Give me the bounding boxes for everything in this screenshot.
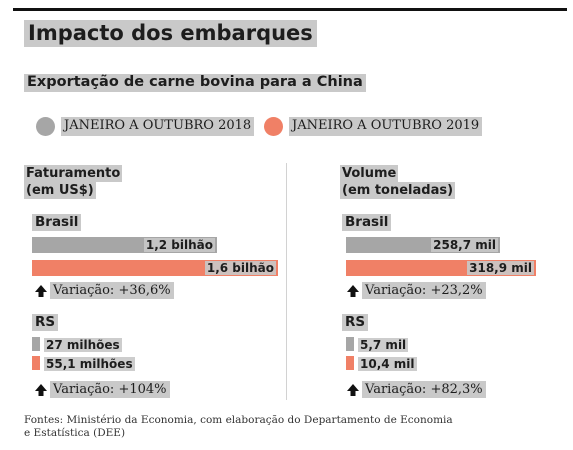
region-label-rs-faturamento: RS xyxy=(32,314,59,331)
legend-label-2018: JANEIRO A OUTUBRO 2018 xyxy=(61,117,255,136)
legend-swatch-2019 xyxy=(264,117,283,136)
panel-unit-faturamento: (em US$) xyxy=(24,182,96,199)
bar-label-faturamento-rs-2019: 55,1 milhões xyxy=(44,357,135,371)
legend-swatch-2018 xyxy=(36,117,55,136)
panel-title-faturamento: Faturamento xyxy=(24,165,123,182)
panel-heading-volume: Volume (em toneladas) xyxy=(340,165,456,199)
variation-faturamento-rs: Variação: +104% xyxy=(34,381,170,398)
panel-unit-volume: (em toneladas) xyxy=(340,182,456,199)
legend-item-2019: JANEIRO A OUTUBRO 2019 xyxy=(264,117,483,136)
bar-faturamento-rs-2018 xyxy=(32,337,40,351)
top-rule xyxy=(13,8,567,11)
bar-label-faturamento-brasil-2019: 1,6 bilhão xyxy=(204,261,276,275)
bar-label-faturamento-rs-2018: 27 milhões xyxy=(44,338,122,352)
legend-label-2019: JANEIRO A OUTUBRO 2019 xyxy=(289,117,483,136)
bar-volume-rs-2019 xyxy=(346,356,354,370)
arrow-up-icon xyxy=(347,284,359,297)
arrow-up-icon xyxy=(35,383,47,396)
chart-title: Impacto dos embarques xyxy=(24,20,317,48)
bar-label-faturamento-brasil-2018: 1,2 bilhão xyxy=(143,238,215,252)
region-label-brasil-volume: Brasil xyxy=(342,214,392,231)
panel-title-volume: Volume xyxy=(340,165,399,182)
bar-label-volume-rs-2019: 10,4 mil xyxy=(358,357,417,371)
variation-text: Variação: +36,6% xyxy=(50,282,174,299)
variation-text: Variação: +104% xyxy=(50,381,170,398)
variation-volume-rs: Variação: +82,3% xyxy=(346,381,486,398)
bar-label-volume-brasil-2019: 318,9 mil xyxy=(467,261,534,275)
source-note: Fontes: Ministério da Economia, com elab… xyxy=(24,414,453,439)
bar-volume-rs-2018 xyxy=(346,337,354,351)
panel-divider xyxy=(286,163,287,400)
variation-text: Variação: +82,3% xyxy=(362,381,486,398)
bar-label-volume-rs-2018: 5,7 mil xyxy=(358,338,409,352)
variation-volume-brasil: Variação: +23,2% xyxy=(346,282,486,299)
variation-text: Variação: +23,2% xyxy=(362,282,486,299)
bar-label-volume-brasil-2018: 258,7 mil xyxy=(431,238,498,252)
arrow-up-icon xyxy=(347,383,359,396)
chart-subtitle: Exportação de carne bovina para a China xyxy=(24,74,366,92)
region-label-brasil-faturamento: Brasil xyxy=(32,214,82,231)
variation-faturamento-brasil: Variação: +36,6% xyxy=(34,282,174,299)
legend-item-2018: JANEIRO A OUTUBRO 2018 xyxy=(36,117,255,136)
bar-faturamento-rs-2019 xyxy=(32,356,40,370)
region-label-rs-volume: RS xyxy=(342,314,369,331)
panel-heading-faturamento: Faturamento (em US$) xyxy=(24,165,123,199)
arrow-up-icon xyxy=(35,284,47,297)
